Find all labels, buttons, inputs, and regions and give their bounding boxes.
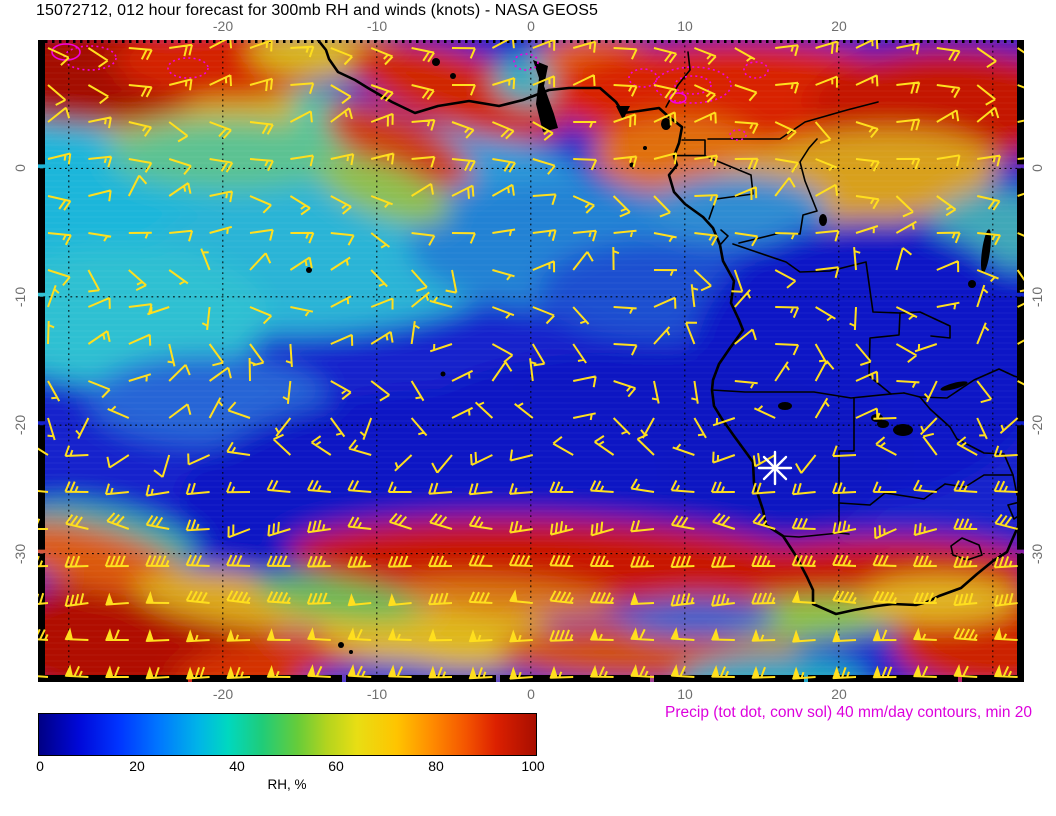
location-marker	[757, 450, 793, 486]
rh-colorbar	[38, 713, 537, 756]
lat-tick-left-2: -10	[12, 286, 28, 308]
lat-tick-right-2: -10	[1029, 286, 1045, 308]
wind-barbs-layer	[24, 36, 1042, 680]
lon-tick-bottom-4: 10	[677, 686, 693, 702]
lon-tick-top-3: 0	[527, 18, 535, 34]
colorbar-tick-0: 0	[36, 758, 44, 774]
lat-tick-right-4: -30	[1029, 543, 1045, 565]
lat-tick-left-3: -20	[12, 414, 28, 436]
lon-tick-top-5: 20	[831, 18, 847, 34]
colorbar-tick-40: 40	[229, 758, 245, 774]
precip-annotation: Precip (tot dot, conv sol) 40 mm/day con…	[665, 704, 1032, 721]
lon-tick-bottom-5: 20	[831, 686, 847, 702]
lat-tick-left-1: 0	[12, 164, 28, 172]
colorbar-tick-100: 100	[521, 758, 545, 774]
geography-layer	[306, 38, 1026, 654]
lon-tick-top-1: -20	[212, 18, 234, 34]
colorbar-label: RH, %	[267, 777, 307, 792]
colorbar-tick-60: 60	[328, 758, 344, 774]
map-plot	[24, 36, 1042, 682]
lakes-islands	[306, 58, 992, 654]
colorbar-tick-20: 20	[129, 758, 145, 774]
lon-tick-bottom-2: -10	[366, 686, 388, 702]
lon-tick-bottom-3: 0	[527, 686, 535, 702]
lon-tick-top-2: -10	[366, 18, 388, 34]
lon-tick-bottom-1: -20	[212, 686, 234, 702]
colorbar-tick-80: 80	[428, 758, 444, 774]
africa-coastline	[316, 38, 1026, 616]
map-canvas	[24, 36, 1042, 682]
map-frame	[38, 40, 1024, 682]
lon-tick-top-4: 10	[677, 18, 693, 34]
graticule-layer	[38, 40, 1024, 682]
lat-tick-left-4: -30	[12, 543, 28, 565]
lat-tick-right-3: -20	[1029, 414, 1045, 436]
lat-tick-right-1: 0	[1029, 164, 1045, 172]
page-title: 15072712, 012 hour forecast for 300mb RH…	[36, 2, 599, 19]
